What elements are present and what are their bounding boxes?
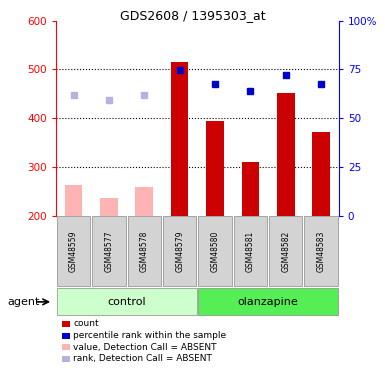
Bar	[92, 216, 126, 286]
Text: GSM48580: GSM48580	[211, 231, 219, 272]
Text: count: count	[73, 320, 99, 328]
Text: GSM48579: GSM48579	[175, 231, 184, 272]
Bar	[65, 185, 82, 216]
Text: GDS2608 / 1395303_at: GDS2608 / 1395303_at	[120, 9, 265, 22]
Text: agent: agent	[8, 297, 40, 307]
Bar	[305, 216, 338, 286]
Bar	[198, 216, 232, 286]
Bar	[312, 132, 330, 216]
Text: GSM48577: GSM48577	[104, 231, 114, 272]
Bar	[57, 288, 197, 315]
Bar	[171, 62, 189, 216]
Text: GSM48578: GSM48578	[140, 231, 149, 272]
Bar	[277, 93, 295, 216]
Text: olanzapine: olanzapine	[238, 297, 298, 307]
Bar	[136, 188, 153, 216]
Text: GSM48582: GSM48582	[281, 231, 290, 272]
Text: control: control	[107, 297, 146, 307]
Text: value, Detection Call = ABSENT: value, Detection Call = ABSENT	[73, 343, 217, 352]
Text: GSM48583: GSM48583	[316, 231, 326, 272]
Bar	[128, 216, 161, 286]
Bar	[241, 162, 259, 216]
Bar	[206, 121, 224, 216]
Bar	[163, 216, 196, 286]
Text: GSM48559: GSM48559	[69, 231, 78, 272]
Bar	[269, 216, 302, 286]
Bar	[100, 198, 118, 216]
Bar	[57, 216, 90, 286]
Text: rank, Detection Call = ABSENT: rank, Detection Call = ABSENT	[73, 354, 212, 363]
Text: percentile rank within the sample: percentile rank within the sample	[73, 331, 226, 340]
Bar	[234, 216, 267, 286]
Text: GSM48581: GSM48581	[246, 231, 255, 272]
Bar	[198, 288, 338, 315]
